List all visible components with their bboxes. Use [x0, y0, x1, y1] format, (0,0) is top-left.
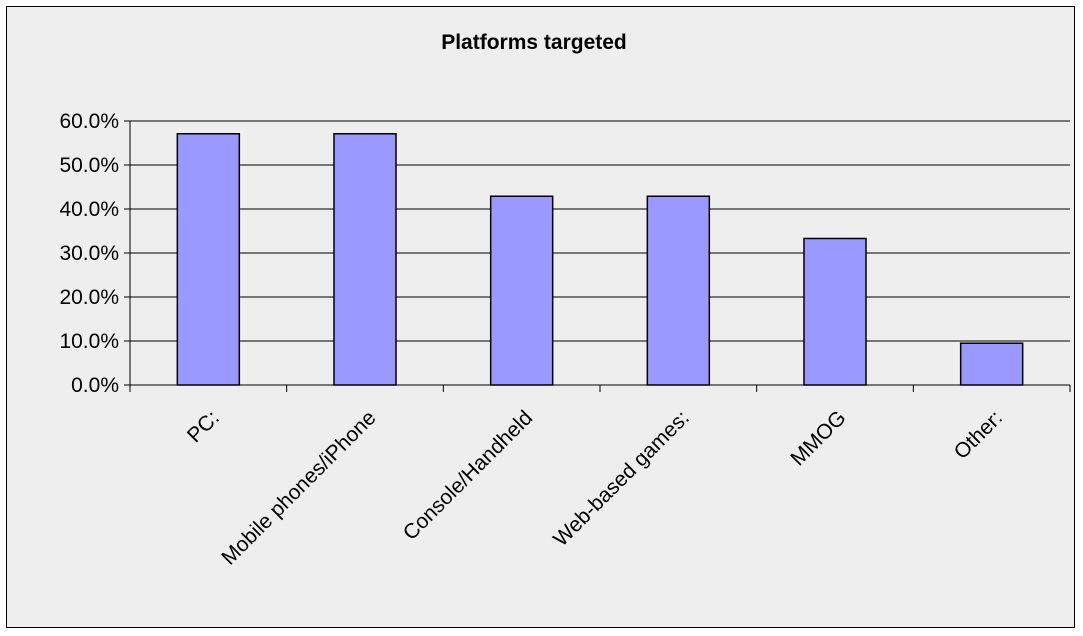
y-tick-label: 10.0% — [59, 330, 119, 353]
x-category-label: Console/Handheld — [399, 406, 537, 544]
x-category-label: Other: — [950, 406, 1008, 464]
y-tick-label: 20.0% — [59, 286, 119, 309]
y-tick-labels: 0.0% 10.0% 20.0% 30.0% 40.0% 50.0% 60.0% — [59, 110, 119, 397]
y-tick-label: 30.0% — [59, 242, 119, 265]
x-category-label: Mobile phones/iPhone — [217, 406, 380, 569]
x-category-labels: PC:Mobile phones/iPhone Console/Handheld W… — [183, 406, 1007, 569]
chart-title: Platforms targeted — [441, 31, 627, 54]
axes — [124, 120, 1071, 392]
x-category-label: Web-based games: — [549, 406, 694, 551]
bar — [803, 237, 867, 386]
bar — [333, 133, 397, 386]
y-tick-label: 50.0% — [59, 154, 119, 177]
y-tick-label: 40.0% — [59, 198, 119, 221]
x-category-label: MMOG — [786, 406, 850, 470]
gridlines — [130, 120, 1070, 342]
bar — [176, 133, 241, 386]
bars — [176, 133, 1024, 386]
chart-frame: Platforms targeted 0.0% 10.0% 20.0% 30.0% 40… — [6, 6, 1075, 628]
bar — [646, 195, 711, 386]
y-tick-label: 0.0% — [71, 374, 119, 397]
bar — [959, 342, 1024, 386]
bar — [489, 195, 554, 386]
x-category-label: PC: — [183, 406, 224, 447]
bar-chart: Platforms targeted 0.0% 10.0% 20.0% 30.0% 40… — [59, 31, 1071, 569]
y-tick-label: 60.0% — [59, 110, 119, 133]
